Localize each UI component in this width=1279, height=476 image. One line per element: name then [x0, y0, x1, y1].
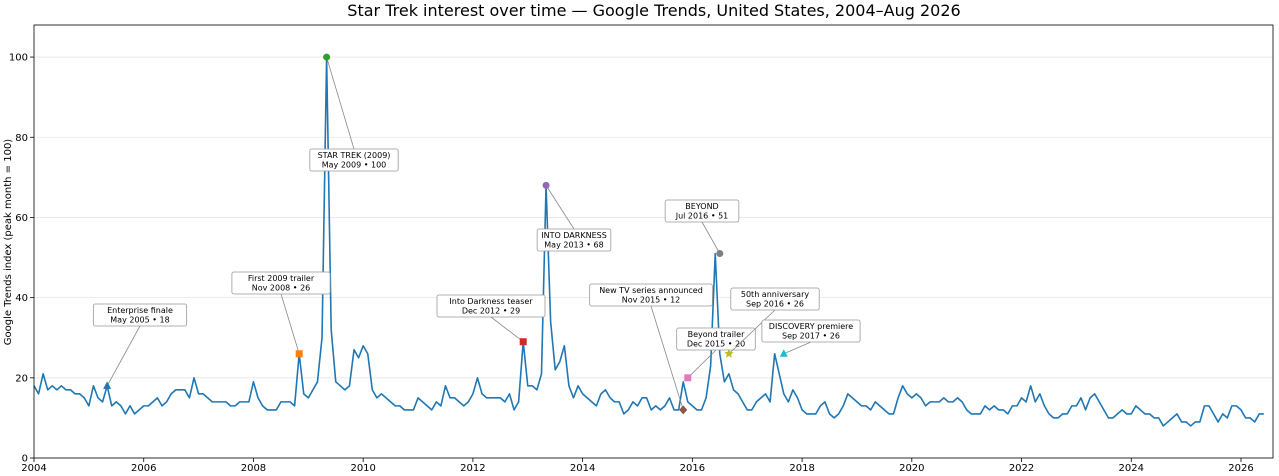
- annotation-marker-2: [323, 53, 331, 61]
- series-line-0: [33, 56, 1264, 427]
- annotation-sub-3: Dec 2012 • 29: [462, 307, 520, 316]
- annotation-sub-4: May 2013 • 68: [544, 241, 603, 250]
- annotation-label-4: INTO DARKNESS: [541, 231, 607, 240]
- annotation-box-5: [589, 283, 713, 307]
- annotation-label-8: 50th anniversary: [741, 290, 810, 299]
- annotation-label-1: First 2009 trailer: [248, 274, 315, 283]
- annotation-leader-0: [106, 325, 141, 387]
- x-tick-label-2008: 2008: [241, 463, 266, 474]
- annotation-leader-3: [490, 316, 524, 343]
- annotation-label-2: STAR TREK (2009): [318, 151, 391, 160]
- annotation-leader-7: [701, 221, 721, 254]
- annotation-leader-5: [650, 305, 684, 411]
- annotation-box-2: [309, 148, 399, 172]
- annotation-label-7: BEYOND: [685, 202, 718, 211]
- annotation-marker-5: [679, 405, 688, 415]
- annotation-box-9: [761, 319, 861, 343]
- annotation-sub-5: Nov 2015 • 12: [622, 296, 681, 305]
- annotation-label-6: Beyond trailer: [688, 330, 745, 339]
- annotation-marker-4: [542, 181, 550, 189]
- y-tick-label-40: 40: [15, 293, 28, 304]
- annotation-leader-2: [326, 56, 355, 150]
- y-tick-label-60: 60: [15, 213, 28, 224]
- x-tick-label-2022: 2022: [1009, 463, 1034, 474]
- annotation-marker-6: [684, 374, 692, 382]
- annotation-leader-9: [783, 341, 812, 355]
- annotation-label-0: Enterprise finale: [107, 306, 173, 315]
- x-tick-label-2014: 2014: [570, 463, 595, 474]
- annotation-label-5: New TV series announced: [599, 286, 703, 295]
- x-tick-label-2010: 2010: [350, 463, 375, 474]
- annotation-marker-8: [724, 348, 734, 358]
- annotation-sub-9: Sep 2017 • 26: [782, 332, 840, 341]
- y-axis: 0 20 40 60 80 100: [9, 53, 34, 465]
- annotation-sub-8: Sep 2016 • 26: [746, 300, 804, 309]
- annotation-box-7: [664, 199, 740, 223]
- y-tick-label-20: 20: [15, 373, 28, 384]
- x-tick-label-2006: 2006: [131, 463, 156, 474]
- annotation-marker-0: [103, 381, 112, 389]
- annotation-2: STAR TREK (2009)May 2009 • 100: [309, 53, 399, 172]
- annotation-box-4: [536, 228, 612, 252]
- annotation-marker-9: [779, 349, 788, 357]
- series-layer: [33, 56, 1264, 427]
- x-tick-label-2004: 2004: [21, 463, 46, 474]
- x-tick-label-2018: 2018: [789, 463, 814, 474]
- annotation-box-8: [730, 287, 820, 311]
- y-tick-label-0: 0: [22, 454, 28, 465]
- annotation-marker-3: [519, 338, 527, 346]
- annotation-leader-8: [728, 309, 776, 355]
- annotation-label-9: DISCOVERY premiere: [769, 322, 854, 331]
- x-tick-label-2012: 2012: [460, 463, 485, 474]
- annotation-leader-6: [687, 349, 717, 379]
- annotation-sub-7: Jul 2016 • 51: [675, 212, 729, 221]
- annotation-sub-2: May 2009 • 100: [322, 161, 387, 170]
- y-tick-label-80: 80: [15, 133, 28, 144]
- y-tick-label-100: 100: [9, 53, 28, 64]
- annotation-box-3: [436, 294, 546, 318]
- annotation-sub-6: Dec 2015 • 20: [687, 340, 745, 349]
- plot-frame: [33, 24, 1274, 459]
- annotation-marker-1: [295, 350, 303, 358]
- annotation-label-3: Into Darkness teaser: [449, 297, 533, 306]
- y-axis-label: Google Trends index (peak month = 100): [3, 139, 14, 346]
- x-tick-label-2016: 2016: [680, 463, 705, 474]
- annotation-leader-1: [280, 293, 300, 354]
- x-tick-label-2024: 2024: [1119, 463, 1144, 474]
- annotation-box-6: [676, 327, 756, 351]
- x-tick-label-2026: 2026: [1228, 463, 1253, 474]
- annotation-box-1: [231, 271, 331, 295]
- annotation-sub-1: Nov 2008 • 26: [252, 284, 311, 293]
- annotation-box-0: [92, 303, 188, 327]
- annotation-leader-4: [545, 185, 575, 230]
- annotation-marker-7: [716, 250, 724, 258]
- x-axis: 2004 2006 2008 2010 2012 2014 2016 2018 2020 2022…: [21, 458, 1254, 474]
- annotation-sub-0: May 2005 • 18: [110, 316, 169, 325]
- x-tick-label-2020: 2020: [899, 463, 924, 474]
- chart-title: Star Trek interest over time — Google Tr…: [347, 1, 960, 20]
